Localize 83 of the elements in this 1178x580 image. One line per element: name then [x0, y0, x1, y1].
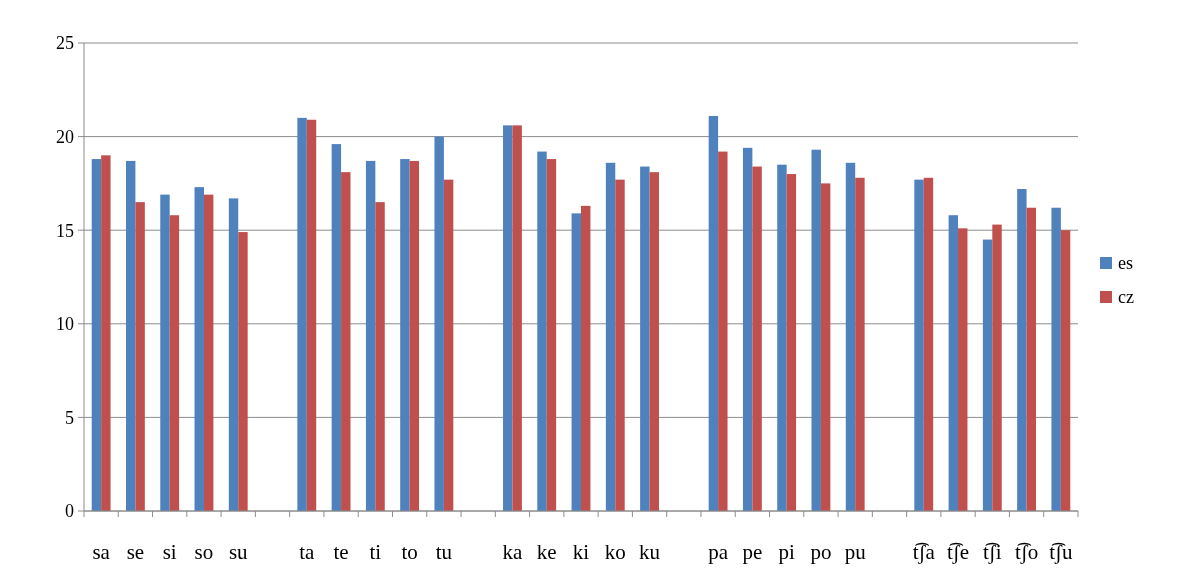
x-tick-label: ti — [369, 540, 382, 564]
y-tick-label: 25 — [56, 33, 74, 54]
y-tick-label: 0 — [65, 501, 74, 522]
bar — [228, 198, 239, 511]
bar — [742, 147, 753, 511]
x-tick-label: t͡ʃa — [912, 540, 936, 564]
x-tick-label: ka — [502, 540, 524, 564]
x-tick-label: t͡ʃo — [1014, 540, 1039, 564]
bar — [537, 151, 547, 511]
bar — [777, 164, 787, 511]
x-tick-label: tu — [435, 540, 453, 564]
bar — [375, 202, 385, 511]
bar — [855, 177, 865, 511]
bar — [1051, 207, 1061, 511]
bar — [160, 194, 170, 511]
x-tick-label: t͡ʃe — [946, 540, 970, 564]
bar — [958, 228, 968, 511]
bar — [992, 224, 1002, 511]
bar — [811, 149, 821, 511]
x-tick-label: te — [333, 540, 349, 564]
x-tick-label: t͡ʃu — [1049, 540, 1074, 564]
x-tick-label: pe — [742, 540, 763, 564]
y-tick-label: 20 — [56, 126, 74, 147]
bar — [306, 119, 317, 511]
bar — [101, 155, 111, 511]
bar — [365, 160, 376, 511]
y-tick-label: 10 — [56, 314, 74, 335]
x-tick-label: si — [162, 540, 177, 564]
bar — [649, 172, 659, 511]
bar — [125, 160, 136, 511]
x-tick-label: su — [228, 540, 249, 564]
x-tick-label: t͡ʃi — [982, 540, 1002, 564]
bar — [169, 215, 180, 511]
bar — [546, 159, 557, 511]
x-tick-label: pu — [844, 540, 867, 564]
x-tick-label: to — [401, 540, 418, 564]
y-tick-label: 5 — [65, 407, 74, 428]
bar — [238, 232, 248, 511]
x-tick-label: se — [126, 540, 145, 564]
bar — [982, 239, 993, 511]
x-tick-label: ko — [604, 540, 626, 564]
bar — [297, 117, 307, 511]
bar — [581, 205, 591, 511]
bar — [1026, 207, 1037, 511]
bar — [845, 162, 856, 511]
bar — [400, 159, 410, 511]
bar — [91, 159, 102, 511]
bar — [640, 166, 650, 511]
x-tick-label: sa — [92, 540, 111, 564]
bar — [718, 151, 728, 511]
x-tick-label: ta — [299, 540, 316, 564]
bar — [948, 215, 959, 511]
x-tick-label: so — [194, 540, 214, 564]
legend-label: es — [1118, 253, 1133, 274]
bar — [409, 160, 420, 511]
bar — [434, 136, 444, 511]
bar — [341, 172, 351, 511]
x-tick-label: ke — [536, 540, 557, 564]
bar — [786, 174, 797, 511]
bar — [615, 179, 625, 511]
bar — [752, 166, 762, 511]
x-tick-label: ku — [639, 540, 661, 564]
bar — [1017, 189, 1027, 511]
x-tick-label: ki — [572, 540, 590, 564]
bar — [135, 202, 145, 511]
bar — [194, 187, 204, 511]
x-tick-label: po — [810, 540, 832, 564]
bar — [512, 125, 522, 511]
bar — [203, 194, 214, 511]
x-tick-label: pi — [778, 540, 795, 564]
bar — [820, 183, 831, 511]
bar — [708, 116, 719, 511]
bar — [443, 179, 454, 511]
x-tick-label: pa — [708, 540, 729, 564]
bar — [605, 162, 616, 511]
bar — [503, 125, 513, 511]
bar — [914, 179, 924, 511]
bar — [1060, 230, 1071, 511]
bar — [331, 144, 342, 511]
legend-label: cz — [1118, 287, 1134, 308]
bar — [923, 177, 934, 511]
bar — [571, 213, 581, 511]
y-tick-label: 15 — [56, 220, 74, 241]
